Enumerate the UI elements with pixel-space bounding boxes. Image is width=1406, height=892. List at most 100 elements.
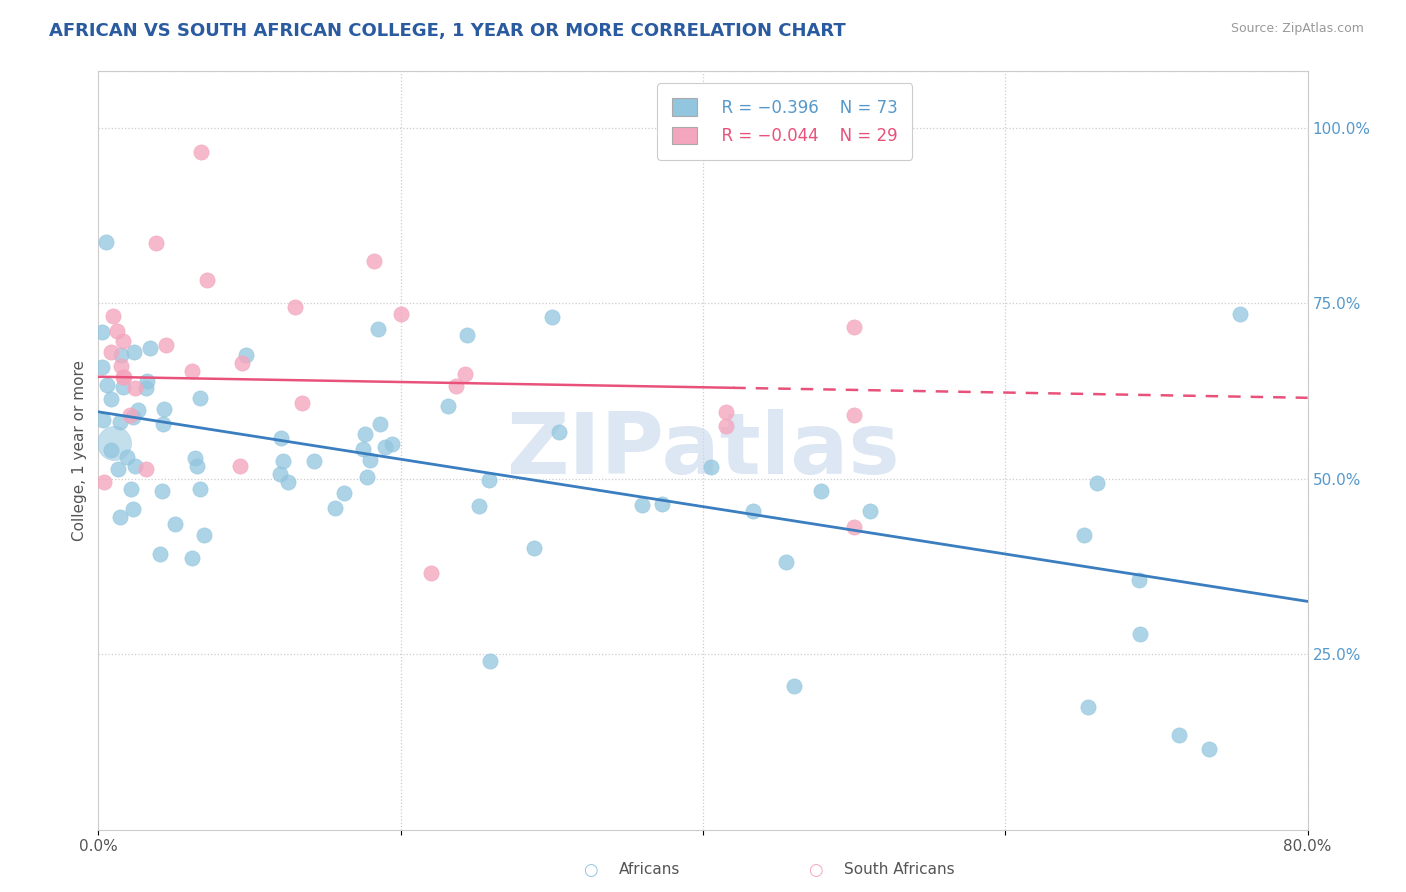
Point [122,501,145,516]
Point [127,402,149,417]
Point [356,469,378,483]
Point [353,427,375,442]
Point [374,440,396,454]
Point [714,418,737,433]
Point [1129,627,1152,641]
Point [91,360,114,375]
Text: Source: ZipAtlas.com: Source: ZipAtlas.com [1230,22,1364,36]
Point [93,475,115,489]
Point [844,519,866,533]
Text: ZIPatlas: ZIPatlas [506,409,900,492]
Point [138,341,160,355]
Point [181,551,204,566]
Point [844,320,866,334]
Point [111,380,134,394]
Point [352,442,374,456]
Point [155,338,177,352]
Point [120,483,142,497]
Point [235,348,257,362]
Point [540,310,562,324]
Point [291,396,314,410]
Point [269,467,291,482]
Point [120,408,142,422]
Point [124,381,146,395]
Point [121,409,143,424]
Point [368,417,391,431]
Point [714,405,737,419]
Point [193,528,215,542]
Point [136,374,159,388]
Point [108,416,131,430]
Point [277,475,299,489]
Point [231,356,253,370]
Point [110,359,132,374]
Point [270,431,292,445]
Point [107,462,129,476]
Point [135,461,157,475]
Point [135,381,157,395]
Point [844,408,866,422]
Point [523,541,546,556]
Point [105,324,128,338]
Text: ○: ○ [583,861,598,879]
Point [110,348,132,362]
Point [742,504,765,518]
Point [302,453,325,467]
Point [111,370,134,384]
Point [149,547,172,561]
Point [180,364,202,378]
Point [479,654,502,668]
Point [108,509,131,524]
Point [195,273,218,287]
Point [700,459,723,474]
Point [454,367,477,381]
Point [1168,728,1191,742]
Point [363,253,385,268]
Point [381,436,404,450]
Point [100,392,122,407]
Point [100,442,122,457]
Point [190,145,212,160]
Text: Africans: Africans [619,863,681,877]
Point [111,334,134,349]
Point [1073,527,1095,541]
Point [188,482,211,496]
Point [152,417,174,432]
Point [101,310,124,324]
Point [359,453,381,467]
Point [456,328,478,343]
Legend:   R = −0.396    N = 73,   R = −0.044    N = 29: R = −0.396 N = 73, R = −0.044 N = 29 [657,84,912,160]
Point [444,378,467,392]
Point [1229,307,1251,321]
Point [436,400,458,414]
Point [153,402,176,417]
Text: South Africans: South Africans [844,863,955,877]
Text: AFRICAN VS SOUTH AFRICAN COLLEGE, 1 YEAR OR MORE CORRELATION CHART: AFRICAN VS SOUTH AFRICAN COLLEGE, 1 YEAR… [49,22,846,40]
Point [783,679,806,693]
Point [96,235,118,249]
Point [115,450,138,464]
Point [91,412,114,426]
Point [547,425,569,439]
Y-axis label: College, 1 year or more: College, 1 year or more [72,360,87,541]
Point [145,236,167,251]
Point [150,483,173,498]
Point [96,378,118,392]
Point [325,501,347,516]
Point [1077,699,1099,714]
Point [367,322,389,336]
Point [188,391,211,405]
Point [420,566,443,581]
Point [112,370,135,384]
Point [478,473,501,487]
Point [271,453,294,467]
Text: ○: ○ [808,861,823,879]
Point [124,458,146,473]
Point [1085,476,1108,491]
Point [389,307,412,321]
Point [284,300,307,314]
Point [810,484,832,499]
Point [1128,573,1150,587]
Point [90,325,112,339]
Point [183,451,205,466]
